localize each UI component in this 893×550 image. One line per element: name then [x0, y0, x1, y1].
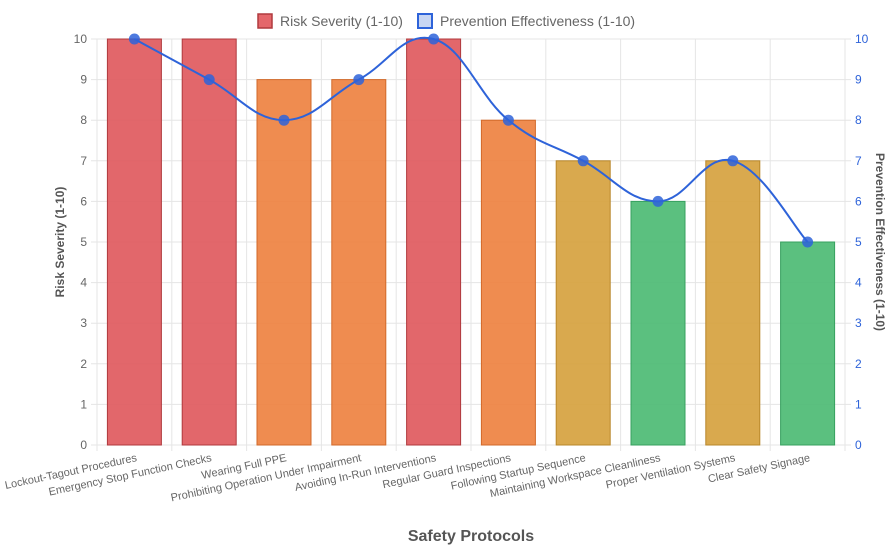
x-axis-title: Safety Protocols [408, 528, 534, 545]
legend-swatch-prevention [417, 13, 433, 29]
y-tick-label-left: 9 [80, 73, 87, 87]
y-tick-label-left: 0 [80, 438, 87, 452]
y-tick-label-right: 5 [855, 235, 862, 249]
y-tick-label-right: 0 [855, 438, 862, 452]
bar [555, 160, 611, 446]
y-axis-title-left: Risk Severity (1-10) [53, 187, 67, 298]
legend-label-risk: Risk Severity (1-10) [280, 13, 403, 29]
y-tick-label-right: 10 [855, 32, 869, 46]
legend-swatch-risk [257, 13, 273, 29]
y-tick-label-right: 2 [855, 357, 862, 371]
bar [331, 79, 387, 446]
line-point [128, 33, 140, 45]
line-point [502, 114, 514, 126]
line-point [353, 74, 365, 86]
line-point [577, 155, 589, 167]
y-tick-label-right: 7 [855, 154, 862, 168]
bar [780, 241, 836, 446]
bar [630, 200, 686, 446]
bar [256, 79, 312, 446]
legend-item-prevention[interactable]: Prevention Effectiveness (1-10) [417, 13, 635, 29]
y-tick-label-left: 7 [80, 154, 87, 168]
bar [705, 160, 761, 446]
y-tick-label-right: 6 [855, 194, 862, 208]
y-tick-label-right: 8 [855, 113, 862, 127]
line-point [278, 114, 290, 126]
y-tick-label-right: 9 [855, 73, 862, 87]
y-tick-label-left: 2 [80, 357, 87, 371]
y-tick-label-right: 3 [855, 316, 862, 330]
y-tick-label-left: 5 [80, 235, 87, 249]
line-point [652, 195, 664, 207]
line-point [727, 155, 739, 167]
line-point [428, 33, 440, 45]
legend-item-risk[interactable]: Risk Severity (1-10) [257, 13, 403, 29]
bar [106, 38, 162, 446]
y-tick-label-left: 3 [80, 316, 87, 330]
bar [181, 38, 237, 446]
y-tick-label-left: 8 [80, 113, 87, 127]
bars [106, 38, 836, 446]
line-series [128, 33, 814, 248]
prevention-line [133, 36, 809, 243]
y-tick-label-left: 10 [74, 32, 88, 46]
bar [406, 38, 462, 446]
legend-label-prevention: Prevention Effectiveness (1-10) [440, 13, 635, 29]
y-tick-label-right: 1 [855, 397, 862, 411]
bar [480, 119, 536, 446]
y-tick-label-left: 1 [80, 397, 87, 411]
y-tick-label-left: 6 [80, 194, 87, 208]
line-point [203, 74, 215, 86]
line-point [802, 236, 814, 248]
y-tick-label-right: 4 [855, 276, 862, 290]
y-tick-label-left: 4 [80, 276, 87, 290]
y-axis-title-right: Prevention Effectiveness (1-10) [873, 153, 887, 331]
legend[interactable]: Risk Severity (1-10) Prevention Effectiv… [257, 13, 635, 29]
